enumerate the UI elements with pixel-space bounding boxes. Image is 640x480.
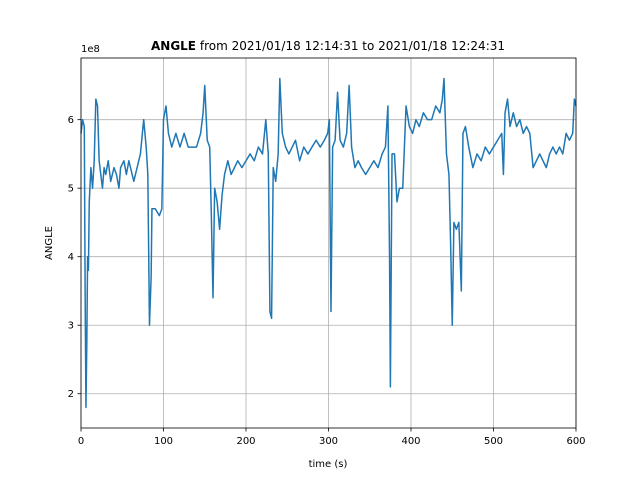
- x-tick-label: 200: [236, 436, 255, 447]
- chart-title: ANGLE from 2021/01/18 12:14:31 to 2021/0…: [151, 39, 505, 53]
- y-tick-label: 4: [68, 252, 74, 263]
- y-tick-label: 2: [68, 389, 74, 400]
- title-bold: ANGLE: [151, 39, 196, 53]
- x-tick-label: 100: [154, 436, 173, 447]
- title-rest: from 2021/01/18 12:14:31 to 2021/01/18 1…: [200, 39, 505, 53]
- y-axis-label: ANGLE: [44, 226, 55, 260]
- y-tick-label: 6: [68, 115, 74, 126]
- y-offset-label: 1e8: [81, 44, 100, 55]
- x-tick-label: 600: [566, 436, 585, 447]
- x-tick-label: 0: [78, 436, 84, 447]
- x-tick-label: 300: [319, 436, 338, 447]
- x-axis-label: time (s): [309, 459, 348, 470]
- data-line: [80, 77, 577, 409]
- plot-frame: [80, 57, 577, 429]
- y-tick-label: 5: [68, 184, 74, 195]
- y-tick-label: 3: [68, 321, 74, 332]
- x-tick-label: 500: [484, 436, 503, 447]
- x-tick-label: 400: [401, 436, 420, 447]
